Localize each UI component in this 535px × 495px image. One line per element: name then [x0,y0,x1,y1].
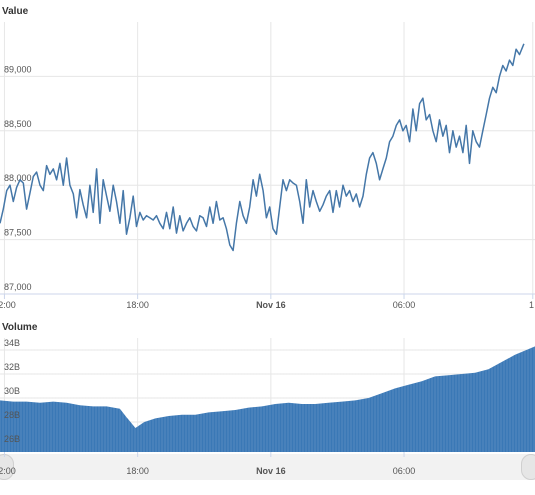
volume-x-tick-label: 18:00 [126,466,149,476]
value-y-tick-label: 88,000 [4,173,32,183]
volume-x-tick-label: 12:00 [0,466,16,476]
volume-area [0,346,535,452]
value-line [0,44,524,251]
volume-x-tick-label: Nov 16 [256,466,286,476]
value-y-tick-label: 89,000 [4,64,32,74]
volume-y-tick-label: 32B [4,362,20,372]
volume-y-tick-label: 34B [4,338,20,348]
value-x-axis: 12:00 18:00 Nov 16 06:00 1 [0,294,534,310]
volume-x-axis: 12:00 18:00 Nov 16 06:00 [0,452,415,476]
volume-y-tick-label: 30B [4,386,20,396]
value-x-tick-label: 12:00 [0,300,16,310]
value-y-axis: 87,000 87,500 88,000 88,500 89,000 [4,64,32,292]
volume-y-tick-label: 26B [4,434,20,444]
value-y-tick-label: 87,000 [4,282,32,292]
volume-y-tick-label: 28B [4,410,20,420]
value-y-tick-label: 87,500 [4,228,32,238]
value-y-tick-label: 88,500 [4,119,32,129]
value-x-tick-label: 06:00 [393,300,416,310]
value-x-tick-label: 18:00 [126,300,149,310]
value-x-tick-label: 1 [529,300,534,310]
volume-chart-title: Volume [2,322,38,333]
volume-x-tick-label: 06:00 [393,466,416,476]
volume-x-axis-wrap: 12:00 18:00 Nov 16 06:00 [0,452,535,482]
value-x-tick-label: Nov 16 [256,300,286,310]
value-grid [0,22,535,294]
value-chart-title: Value [2,6,29,17]
